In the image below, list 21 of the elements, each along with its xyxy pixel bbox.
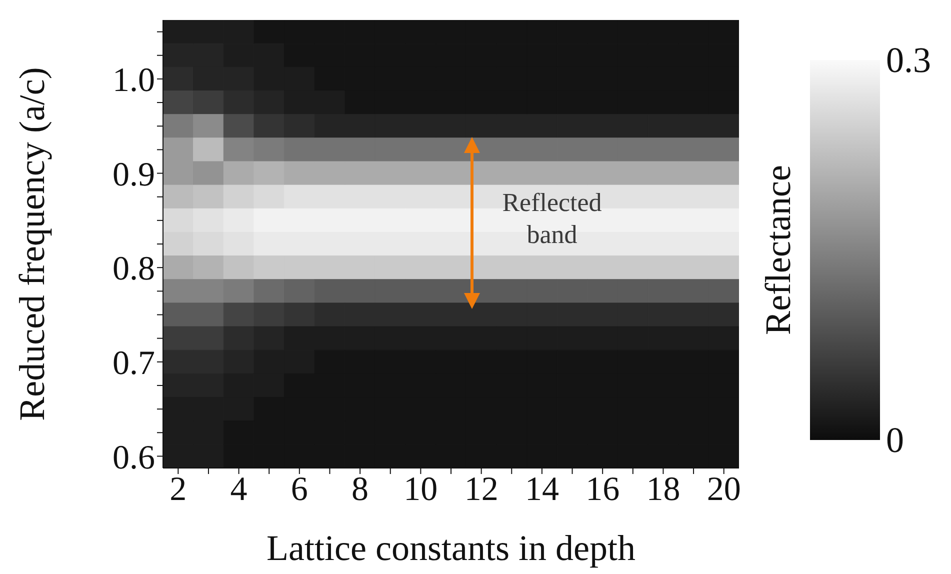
x-tick-label: 2 [170,471,187,508]
y-tick-label: 0.6 [112,439,155,476]
x-axis-title: Lattice constants in depth [266,528,636,568]
x-tick-label: 14 [524,471,559,508]
x-tick-label: 4 [230,471,248,508]
x-tick-label: 6 [290,471,308,508]
y-tick-label: 0.8 [112,250,155,288]
y-tick-label: 0.7 [112,344,155,382]
y-tick-label: 0.9 [112,156,155,194]
color-bar-title: Reflectance [758,165,798,335]
x-tick-label: 12 [464,471,498,508]
x-tick-label: 18 [646,471,680,508]
color-bar-label: 0 [886,420,904,460]
y-axis-title: Reduced frequency (a/c) [12,67,52,421]
x-tick-label: 20 [706,471,741,508]
x-tick-label: 16 [586,471,620,508]
color-bar-label: 0.3 [886,40,931,80]
x-tick-label: 8 [352,471,369,508]
annotation: Reflected band [502,188,602,249]
y-tick-label: 1.0 [112,62,155,100]
x-tick-label: 10 [404,471,438,508]
